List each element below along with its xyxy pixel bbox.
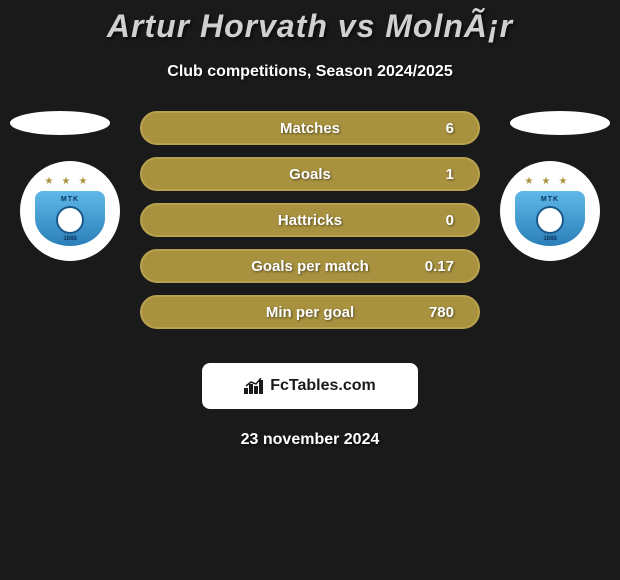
badge-stars-icon: ★★★ <box>35 176 105 187</box>
stat-row-min-per-goal: Min per goal 780 <box>140 295 480 329</box>
stat-row-hattricks: Hattricks 0 <box>140 203 480 237</box>
stat-row-goals: Goals 1 <box>140 157 480 191</box>
stat-value: 1 <box>446 166 454 183</box>
stat-label: Goals per match <box>251 258 369 275</box>
comparison-infographic: Artur Horvath vs MolnÃ¡r Club competitio… <box>0 0 620 449</box>
badge-club-name: MTK <box>541 196 559 203</box>
badge-shield: MTK 1888 <box>35 191 105 246</box>
stat-label: Matches <box>280 120 340 137</box>
badge-shield: MTK 1888 <box>515 191 585 246</box>
page-title: Artur Horvath vs MolnÃ¡r <box>0 8 620 45</box>
badge-circle-icon <box>56 206 84 234</box>
stat-value: 6 <box>446 120 454 137</box>
club-badge-left: ★★★ MTK 1888 <box>20 161 120 261</box>
badge-club-name: MTK <box>61 196 79 203</box>
brand-box: FcTables.com <box>202 363 418 409</box>
badge-inner: ★★★ MTK 1888 <box>515 171 585 251</box>
club-badge-right: ★★★ MTK 1888 <box>500 161 600 261</box>
subtitle: Club competitions, Season 2024/2025 <box>0 63 620 81</box>
stat-row-goals-per-match: Goals per match 0.17 <box>140 249 480 283</box>
main-area: ★★★ MTK 1888 ★★★ MTK 1888 Matches <box>0 111 620 351</box>
player-avatar-left <box>10 111 110 135</box>
stat-value: 780 <box>429 304 454 321</box>
stat-label: Hattricks <box>278 212 342 229</box>
badge-circle-icon <box>536 206 564 234</box>
stat-label: Min per goal <box>266 304 354 321</box>
badge-year: 1888 <box>543 236 556 242</box>
stat-value: 0 <box>446 212 454 229</box>
badge-stars-icon: ★★★ <box>515 176 585 187</box>
stat-label: Goals <box>289 166 331 183</box>
stats-bars: Matches 6 Goals 1 Hattricks 0 Goals per … <box>140 111 480 341</box>
stat-value: 0.17 <box>425 258 454 275</box>
badge-inner: ★★★ MTK 1888 <box>35 171 105 251</box>
chart-icon <box>244 378 264 394</box>
player-avatar-right <box>510 111 610 135</box>
badge-year: 1888 <box>63 236 76 242</box>
date-text: 23 november 2024 <box>0 431 620 449</box>
stat-row-matches: Matches 6 <box>140 111 480 145</box>
brand-label: FcTables.com <box>270 377 376 395</box>
